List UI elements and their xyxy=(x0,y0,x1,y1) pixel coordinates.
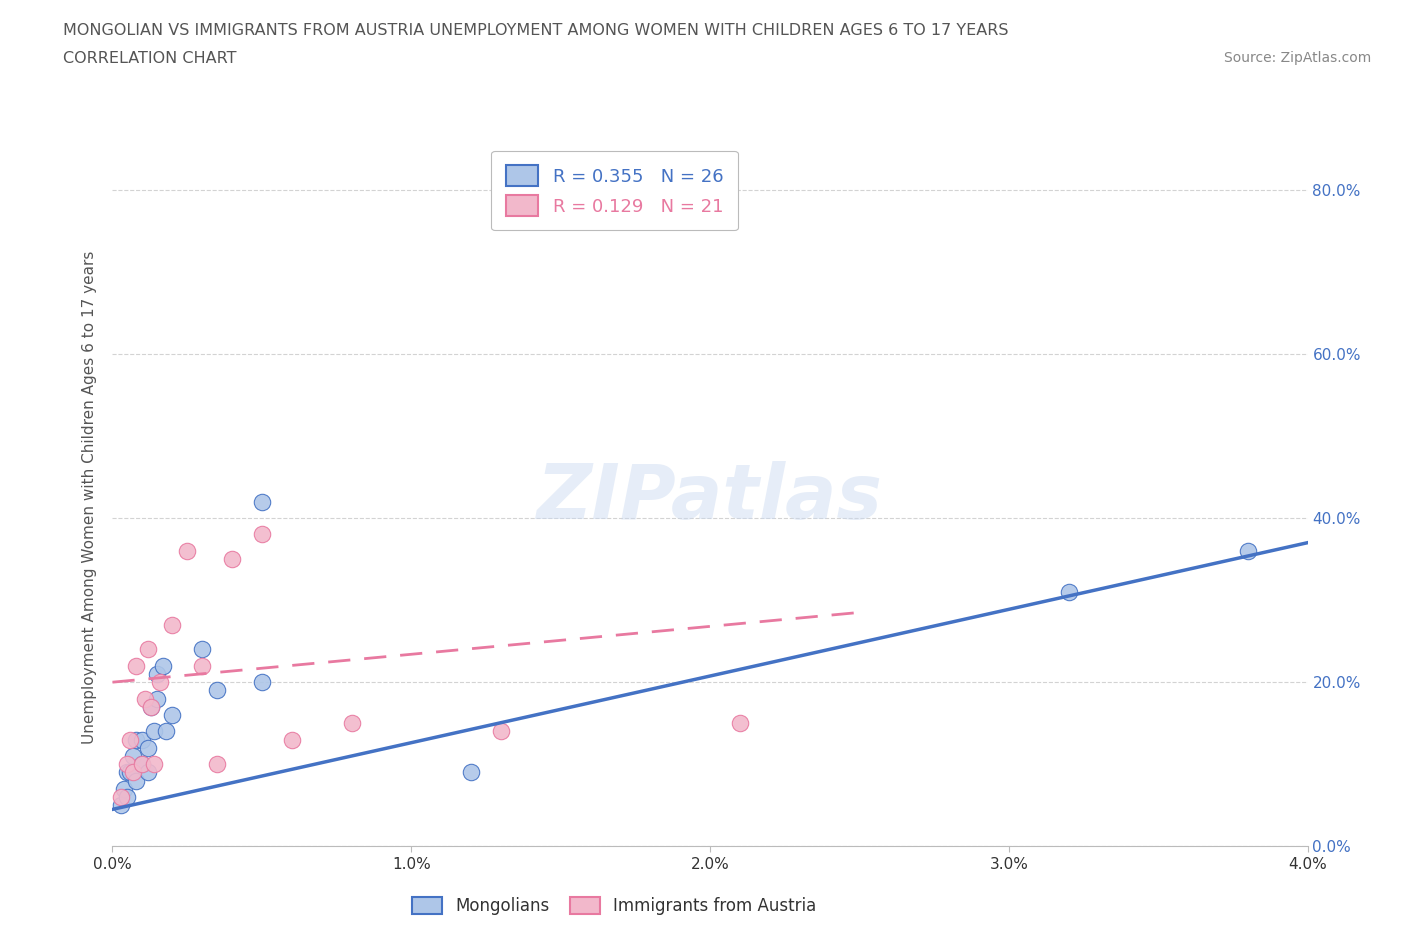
Point xyxy=(1057,584,1080,599)
Point xyxy=(138,642,160,657)
Point xyxy=(143,757,166,772)
Point xyxy=(176,543,198,558)
Point xyxy=(489,724,512,738)
Point xyxy=(120,732,142,747)
Point xyxy=(149,675,172,690)
Point xyxy=(146,691,169,706)
Point xyxy=(146,667,169,682)
Text: MONGOLIAN VS IMMIGRANTS FROM AUSTRIA UNEMPLOYMENT AMONG WOMEN WITH CHILDREN AGES: MONGOLIAN VS IMMIGRANTS FROM AUSTRIA UNE… xyxy=(63,23,1008,38)
Point xyxy=(125,732,148,747)
Point xyxy=(162,618,183,632)
Point xyxy=(728,716,751,731)
Point xyxy=(134,691,156,706)
Point xyxy=(141,699,163,714)
Y-axis label: Unemployment Among Women with Children Ages 6 to 17 years: Unemployment Among Women with Children A… xyxy=(82,251,97,744)
Point xyxy=(460,765,482,780)
Point xyxy=(131,732,153,747)
Point xyxy=(131,757,153,772)
Point xyxy=(162,708,183,723)
Point xyxy=(191,658,214,673)
Point xyxy=(122,765,145,780)
Point xyxy=(250,494,273,509)
Point xyxy=(250,675,273,690)
Point xyxy=(1237,543,1260,558)
Text: ZIPatlas: ZIPatlas xyxy=(537,460,883,535)
Point xyxy=(141,699,163,714)
Point xyxy=(138,740,160,755)
Point xyxy=(117,765,139,780)
Point xyxy=(205,683,228,698)
Text: CORRELATION CHART: CORRELATION CHART xyxy=(63,51,236,66)
Point xyxy=(221,551,243,566)
Point xyxy=(114,781,135,796)
Point xyxy=(155,724,177,738)
Point xyxy=(125,773,148,788)
Legend: Mongolians, Immigrants from Austria: Mongolians, Immigrants from Austria xyxy=(406,890,823,922)
Point xyxy=(122,749,145,764)
Point xyxy=(138,765,160,780)
Point xyxy=(191,642,214,657)
Point xyxy=(250,527,273,542)
Point xyxy=(131,757,153,772)
Point xyxy=(340,716,363,731)
Point xyxy=(152,658,174,673)
Point xyxy=(110,798,132,813)
Point xyxy=(281,732,304,747)
Point xyxy=(143,724,166,738)
Point xyxy=(120,765,142,780)
Point xyxy=(117,757,139,772)
Point xyxy=(125,658,148,673)
Point xyxy=(110,790,132,804)
Point xyxy=(205,757,228,772)
Point xyxy=(117,790,139,804)
Text: Source: ZipAtlas.com: Source: ZipAtlas.com xyxy=(1223,51,1371,65)
